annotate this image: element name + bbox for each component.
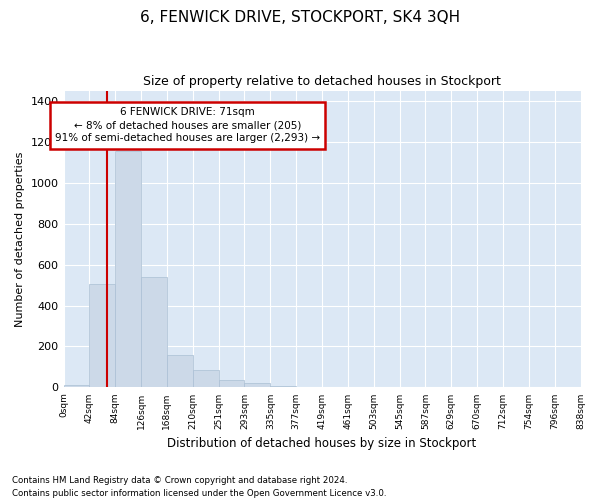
- Title: Size of property relative to detached houses in Stockport: Size of property relative to detached ho…: [143, 75, 501, 88]
- Text: 6 FENWICK DRIVE: 71sqm
← 8% of detached houses are smaller (205)
91% of semi-det: 6 FENWICK DRIVE: 71sqm ← 8% of detached …: [55, 107, 320, 144]
- Bar: [218, 380, 244, 388]
- Bar: [115, 151, 141, 388]
- Bar: [64, 386, 89, 388]
- X-axis label: Distribution of detached houses by size in Stockport: Distribution of detached houses by size …: [167, 437, 476, 450]
- Bar: [271, 386, 296, 388]
- Bar: [141, 277, 167, 388]
- Text: Contains HM Land Registry data © Crown copyright and database right 2024.
Contai: Contains HM Land Registry data © Crown c…: [12, 476, 386, 498]
- Text: 6, FENWICK DRIVE, STOCKPORT, SK4 3QH: 6, FENWICK DRIVE, STOCKPORT, SK4 3QH: [140, 10, 460, 25]
- Bar: [193, 370, 218, 388]
- Bar: [167, 354, 193, 388]
- Bar: [244, 384, 271, 388]
- Bar: [89, 284, 115, 388]
- Y-axis label: Number of detached properties: Number of detached properties: [15, 152, 25, 326]
